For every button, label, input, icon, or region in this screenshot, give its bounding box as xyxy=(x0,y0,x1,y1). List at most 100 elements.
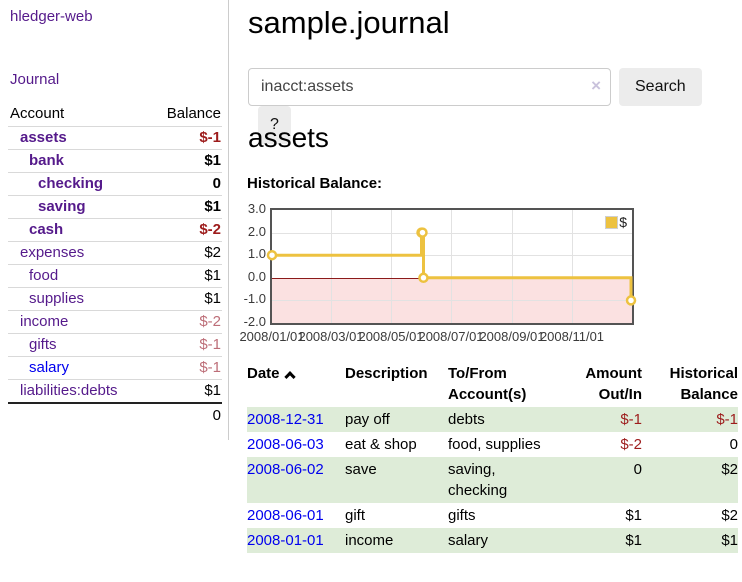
register-header-date-label: Date xyxy=(247,365,280,382)
historical-balance-chart: 3.0 2.0 1.0 0.0 -1.0 -2.0 $2008/01/01 2008/03/0… xyxy=(237,200,657,348)
x-axis-tick-label: 2008/01/01 xyxy=(239,329,305,344)
register-header-description: Description xyxy=(345,365,428,382)
accounts-table: Account Balance assets $-1 bank $1 checking 0… xyxy=(8,102,222,427)
x-axis-tick-label: 2008/05/01 xyxy=(358,329,424,344)
account-link-checking[interactable]: checking xyxy=(38,175,104,192)
register-header-date[interactable]: Date xyxy=(247,361,345,407)
account-balance: $1 xyxy=(204,267,221,284)
balance-series xyxy=(266,227,637,306)
register-cell-accounts: debts xyxy=(448,411,485,428)
data-point-marker xyxy=(417,227,428,238)
gridline xyxy=(272,300,632,302)
register-cell-description: gift xyxy=(345,507,366,524)
register-row[interactable]: 2008-06-03 eat & shop food, supplies $-2 0 xyxy=(247,432,738,457)
account-link-income[interactable]: income xyxy=(20,313,69,330)
gridline xyxy=(391,210,393,323)
register-cell-accounts: saving, checking xyxy=(448,461,508,499)
transaction-date-link[interactable]: 2008-06-01 xyxy=(247,507,324,524)
gridline xyxy=(512,210,513,323)
register-cell-description: save xyxy=(345,461,377,478)
account-row: salary $-1 xyxy=(8,356,222,380)
account-link-saving[interactable]: saving xyxy=(38,198,86,215)
y-axis-tick-label: 2.0 xyxy=(247,223,266,239)
register-cell-date: 2008-12-31 xyxy=(247,407,345,432)
account-row: bank $1 xyxy=(8,149,222,173)
account-link-supplies[interactable]: supplies xyxy=(29,290,85,307)
register-cell-balance: $2 xyxy=(721,461,738,478)
register-cell-description: income xyxy=(345,532,394,549)
register-header-balance: Historical Balance xyxy=(669,365,738,403)
transaction-date-link[interactable]: 2008-06-03 xyxy=(247,436,324,453)
chart-legend: $ xyxy=(605,214,627,230)
register-cell-balance: 0 xyxy=(729,436,738,453)
help-button[interactable]: ? xyxy=(258,106,291,144)
account-row: cash $-2 xyxy=(8,218,222,242)
register-cell-accounts: gifts xyxy=(448,507,476,524)
register-cell-amount: 0 xyxy=(633,461,642,478)
legend-label: $ xyxy=(619,214,627,230)
register-cell-balance: $1 xyxy=(721,532,738,549)
app-title-link[interactable]: hledger-web xyxy=(10,8,93,25)
register-row[interactable]: 2008-12-31 pay off debts $-1 $-1 xyxy=(247,407,738,432)
gridline xyxy=(272,232,632,234)
accounts-total-value: 0 xyxy=(148,402,222,427)
register-cell-date: 2008-01-01 xyxy=(247,528,345,553)
register-cell-amount: $-1 xyxy=(620,411,642,428)
register-cell-description: pay off xyxy=(345,411,390,428)
register-header-amount: Amount Out/In xyxy=(585,365,642,403)
sidebar-item-journal[interactable]: Journal xyxy=(10,71,60,88)
transaction-date-link[interactable]: 2008-01-01 xyxy=(247,532,324,549)
accounts-total-row: 0 xyxy=(8,402,222,427)
account-balance: $2 xyxy=(204,244,221,261)
register-row[interactable]: 2008-01-01 income salary $1 $1 xyxy=(247,528,738,553)
account-link-assets[interactable]: assets xyxy=(20,129,67,146)
account-link-liabilities-debts[interactable]: liabilities:debts xyxy=(20,382,118,399)
account-balance: $-2 xyxy=(199,313,221,330)
account-balance: 0 xyxy=(212,175,221,192)
gridline xyxy=(331,210,333,323)
y-axis-tick-label: 3.0 xyxy=(247,201,266,216)
account-row: gifts $-1 xyxy=(8,333,222,357)
search-button[interactable]: Search xyxy=(619,68,702,106)
y-axis-tick-label: -2.0 xyxy=(243,314,266,329)
register-cell-date: 2008-06-03 xyxy=(247,432,345,457)
account-link-expenses[interactable]: expenses xyxy=(20,244,85,261)
account-balance: $1 xyxy=(204,198,221,215)
register-cell-date: 2008-06-02 xyxy=(247,457,345,503)
data-point-marker xyxy=(625,295,637,306)
search-bar: × Search ? xyxy=(248,68,740,144)
register-cell-amount: $1 xyxy=(625,507,642,524)
register-cell-accounts: salary xyxy=(448,532,489,549)
account-link-cash[interactable]: cash xyxy=(29,221,64,238)
chart-label: Historical Balance: xyxy=(247,175,383,192)
account-link-bank[interactable]: bank xyxy=(29,152,65,169)
sidebar: hledger-web Journal Account Balance asse… xyxy=(0,0,229,440)
account-link-food[interactable]: food xyxy=(29,267,59,284)
y-axis-tick-label: 1.0 xyxy=(247,246,266,262)
register-row[interactable]: 2008-06-02 save saving, checking 0 $2 xyxy=(247,457,738,503)
register-cell-balance: $2 xyxy=(721,507,738,524)
account-link-gifts[interactable]: gifts xyxy=(29,336,57,353)
account-row: expenses $2 xyxy=(8,241,222,265)
register-header-accounts: To/From Account(s) xyxy=(448,365,527,403)
clear-search-icon[interactable]: × xyxy=(591,76,601,95)
accounts-header-account: Account xyxy=(10,105,65,122)
register-cell-balance: $-1 xyxy=(716,411,738,428)
chart-plot-area: $ xyxy=(266,208,637,325)
account-row: saving $1 xyxy=(8,195,222,219)
account-balance: $1 xyxy=(204,290,221,307)
search-input[interactable] xyxy=(248,68,611,106)
account-link-salary[interactable]: salary xyxy=(29,359,70,376)
page-title: sample.journal xyxy=(248,5,450,40)
transaction-date-link[interactable]: 2008-12-31 xyxy=(247,411,324,428)
register-cell-amount: $-2 xyxy=(620,436,642,453)
transaction-date-link[interactable]: 2008-06-02 xyxy=(247,461,324,478)
account-balance: $1 xyxy=(204,382,221,399)
x-axis-tick-label: 2008/07/01 xyxy=(418,329,484,344)
account-balance: $-1 xyxy=(199,336,221,353)
account-balance: $-2 xyxy=(199,221,221,238)
sort-ascending-icon xyxy=(283,371,296,383)
account-balance: $1 xyxy=(204,152,221,169)
register-table: Date Description To/From Account(s) Amou… xyxy=(247,361,738,553)
register-row[interactable]: 2008-06-01 gift gifts $1 $2 xyxy=(247,503,738,528)
